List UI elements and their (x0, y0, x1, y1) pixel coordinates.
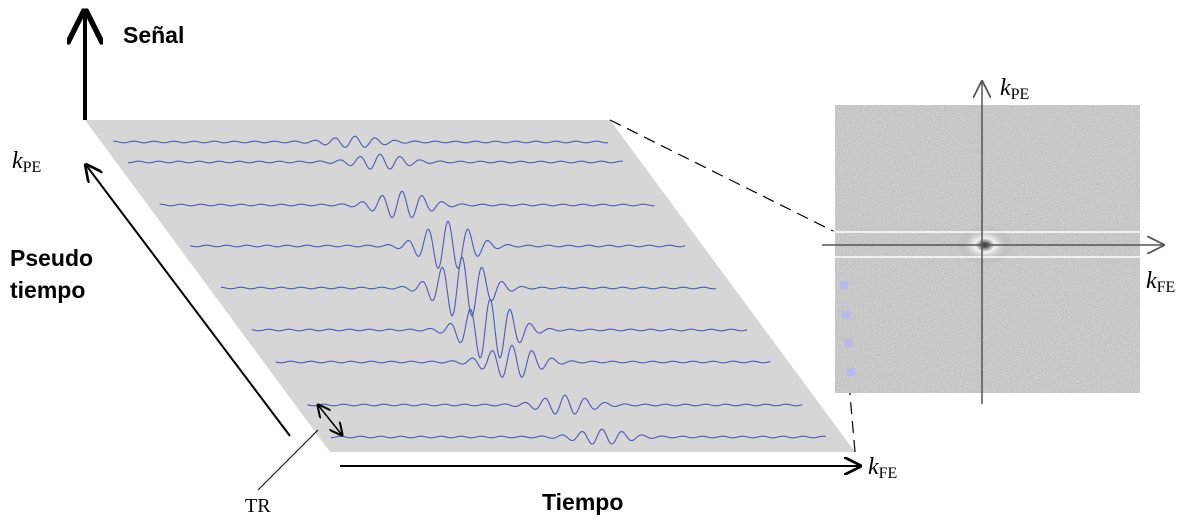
kfe-label: kFE (868, 454, 897, 482)
kspace-pe-label: kPE (1000, 75, 1029, 103)
signal-label: Señal (123, 22, 184, 48)
time-label: Tiempo (542, 489, 623, 515)
kspace-fe-label: kFE (1146, 268, 1175, 296)
tr-pointer (258, 430, 318, 490)
diagram: Señal kPE Pseudotiempo kFE Tiempo TR kPE… (0, 0, 1188, 520)
tr-label: TR (245, 495, 271, 517)
kpe-label: kPE (12, 148, 41, 176)
data-plane (85, 120, 855, 452)
